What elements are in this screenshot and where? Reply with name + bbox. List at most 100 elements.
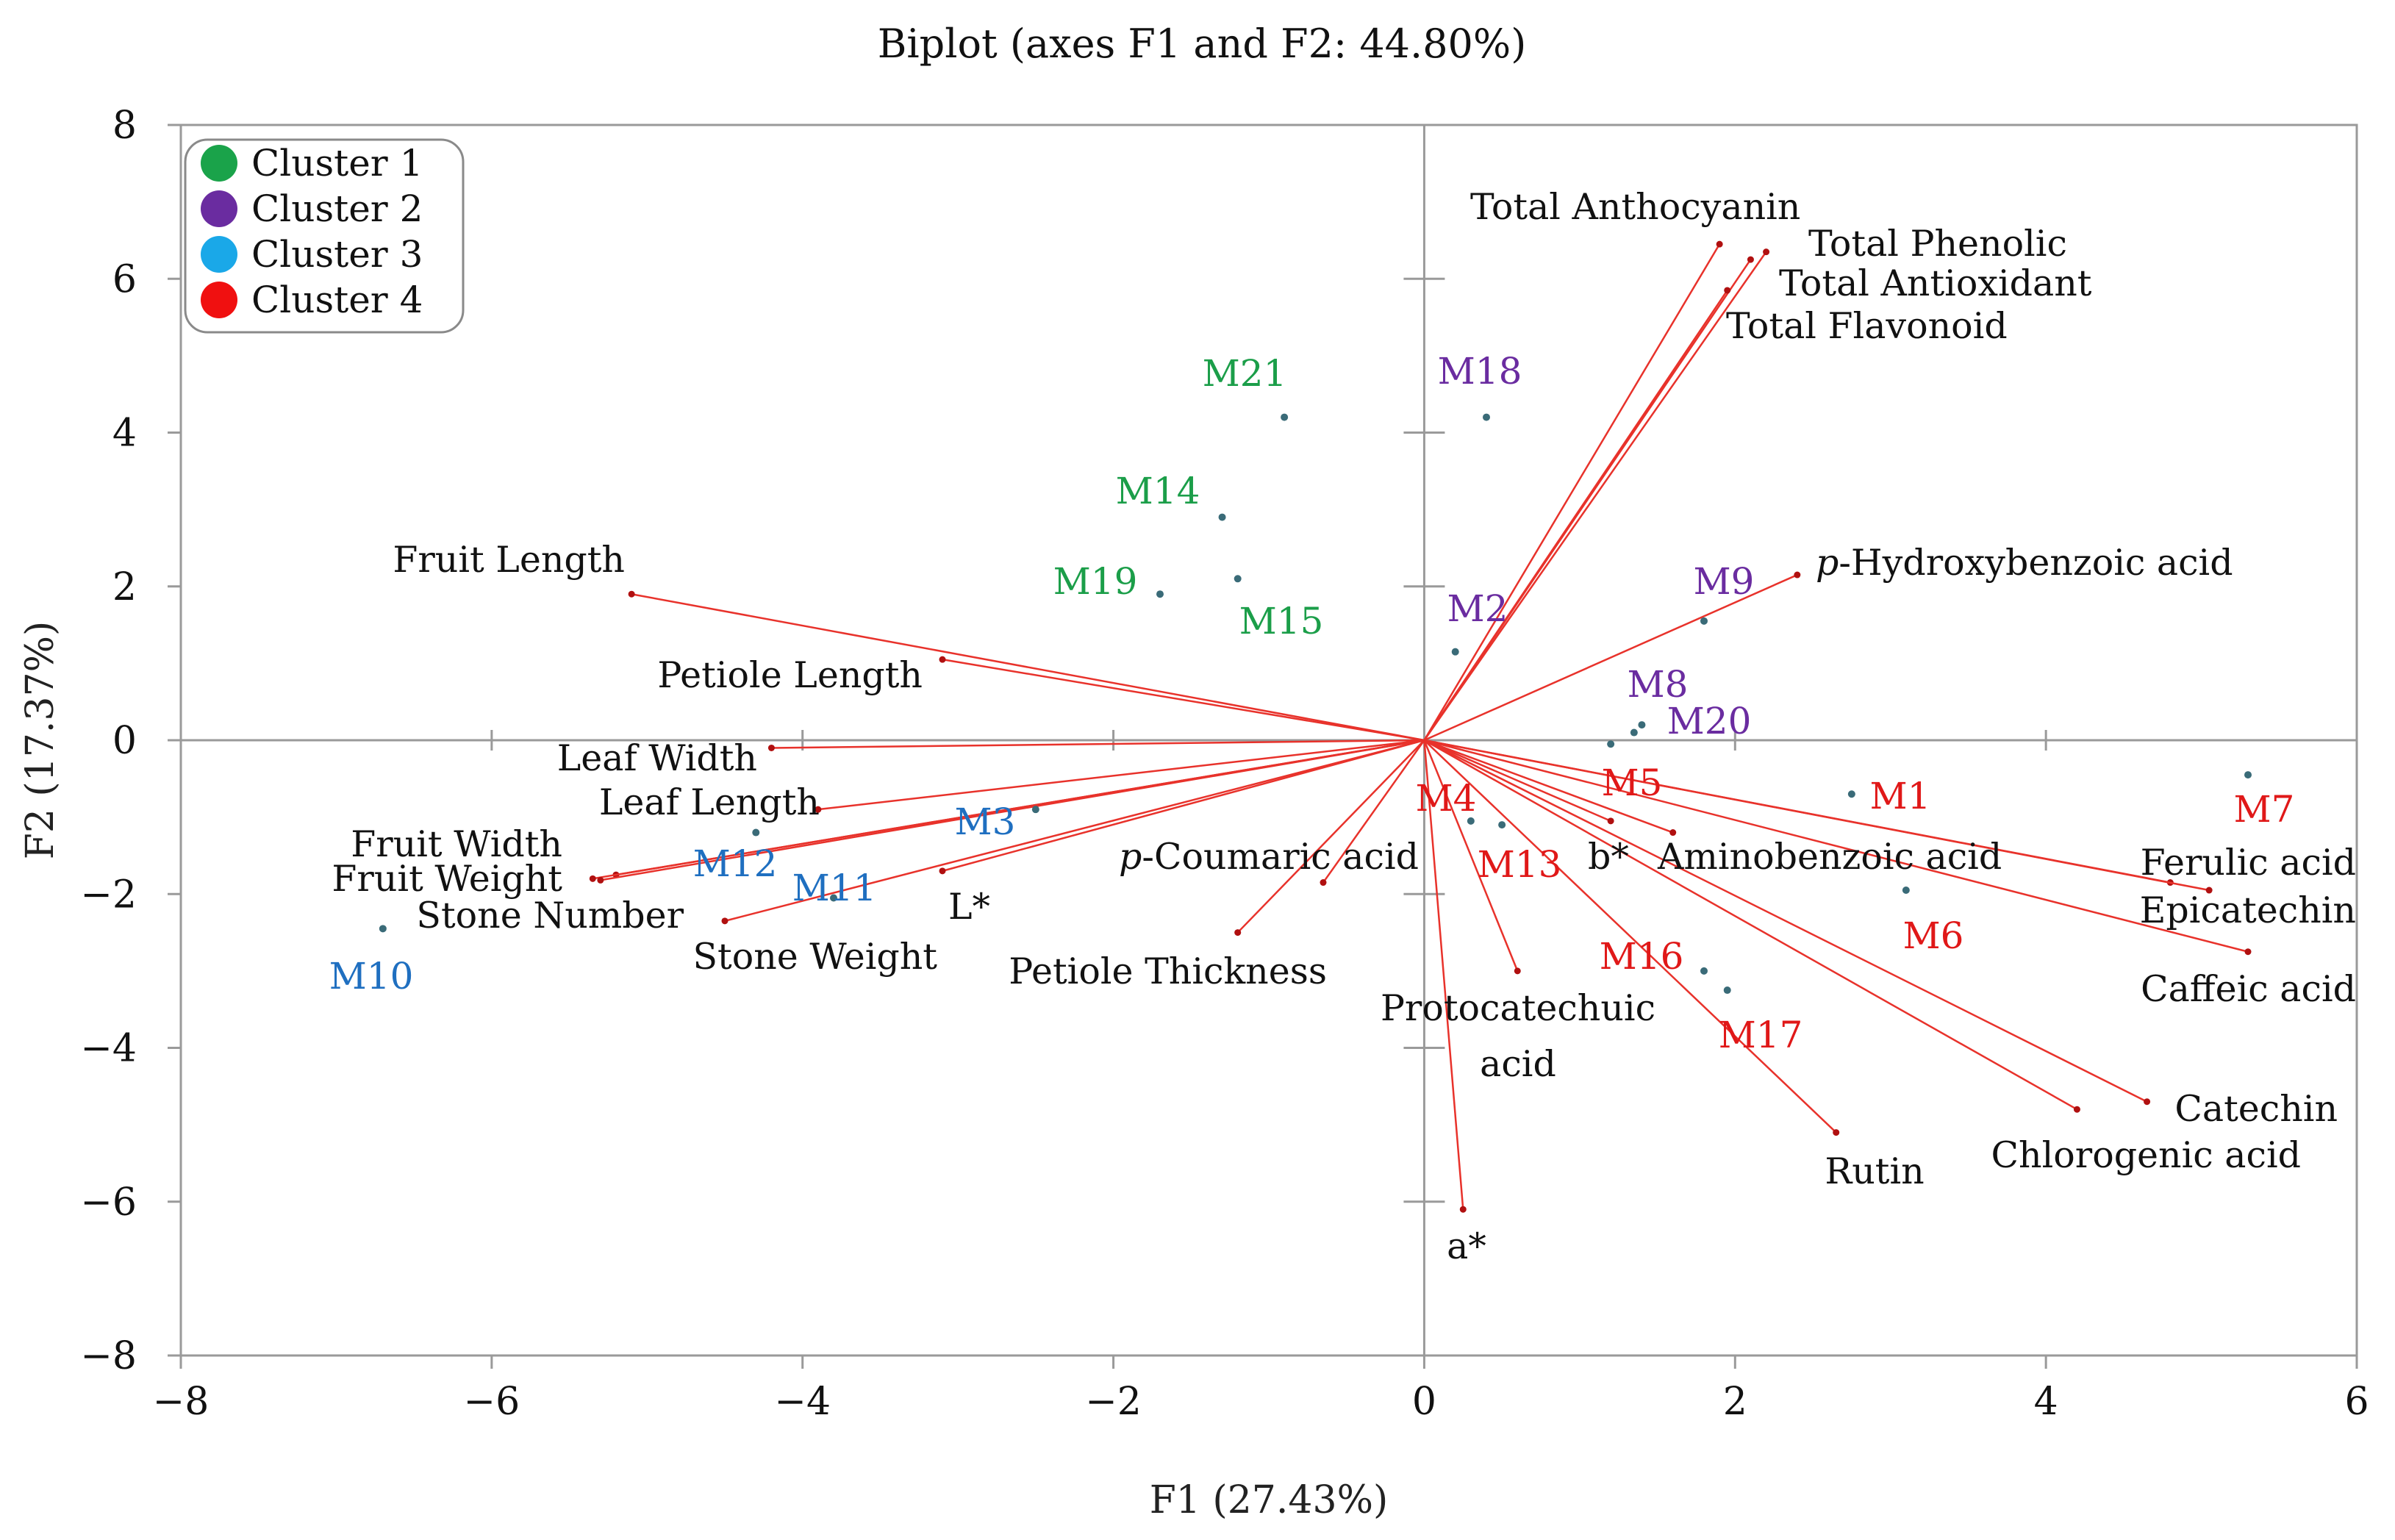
variable-vector — [1236, 739, 1425, 934]
observation-label: M10 — [329, 955, 414, 998]
observation-label: M9 — [1693, 560, 1754, 603]
variable-label: a* — [1447, 1225, 1486, 1267]
x-tick-label: 2 — [1723, 1380, 1747, 1424]
variable-vector-tip — [1794, 571, 1801, 579]
legend-label: Cluster 2 — [251, 187, 423, 230]
x-tick-label: −2 — [1085, 1380, 1142, 1424]
variable-vector-tip — [939, 867, 946, 875]
variable-label: Total Antioxidant — [1779, 262, 2092, 304]
variable-vector-tip — [589, 875, 596, 882]
observation-point — [2244, 771, 2252, 779]
variable-vector — [771, 739, 1425, 749]
y-tick-label: −8 — [80, 1334, 137, 1378]
variable-vector — [1423, 739, 1611, 823]
y-tick-label: 2 — [112, 565, 137, 609]
observation-point — [1218, 513, 1226, 521]
x-tick-label: −8 — [153, 1380, 210, 1424]
observation-point — [379, 925, 387, 933]
variable-label: b* — [1588, 836, 1629, 878]
variable-vector-tip — [1716, 240, 1723, 248]
variable-label: Fruit Weight — [332, 858, 562, 900]
variable-label: Protocatechuic acid — [1381, 987, 1655, 1085]
observation-point — [1847, 790, 1855, 798]
axis-ticks: −8 −6 −4 −2 0 2 4 6 −8 −6 −4 −2 0 2 4 6 8 — [80, 104, 2369, 1424]
y-tick-label: −4 — [80, 1027, 137, 1071]
variable-vector-tip — [628, 590, 635, 598]
observation-label: M12 — [693, 842, 778, 885]
variable-vector-tip — [2205, 887, 2213, 894]
variable-vector-tip — [1459, 1206, 1467, 1213]
observation-label: M7 — [2233, 788, 2294, 831]
x-tick-label: 6 — [2344, 1380, 2369, 1424]
observation-label: M18 — [1438, 350, 1522, 393]
variable-vector-tip — [721, 917, 728, 925]
observation-point — [1156, 590, 1164, 598]
variable-vector-tip — [1833, 1129, 1840, 1136]
variable-vector — [1424, 739, 2249, 953]
x-tick-label: 0 — [1412, 1380, 1436, 1424]
variable-vector — [1423, 243, 1721, 741]
variable-vector-tip — [1514, 967, 1521, 975]
variable-label: Ferulic acid — [2141, 842, 2356, 884]
observation-point — [1700, 967, 1708, 975]
variable-label: Leaf Width — [557, 737, 757, 779]
variable-vector-tip — [767, 744, 775, 751]
y-tick-label: 6 — [112, 257, 137, 301]
observation-point — [752, 828, 760, 837]
variable-label: Fruit Length — [393, 539, 625, 581]
x-tick-label: −4 — [774, 1380, 831, 1424]
legend-marker — [201, 190, 237, 227]
observation-label: M13 — [1478, 843, 1562, 886]
variable-label: Total Phenolic — [1808, 223, 2067, 265]
variable-label: Stone Number — [416, 895, 684, 936]
variable-vector — [1423, 290, 1728, 741]
observation-label: M5 — [1601, 762, 1662, 804]
variable-label: Chlorogenic acid — [1991, 1134, 2301, 1176]
observation-label: M2 — [1447, 587, 1508, 630]
observation-point — [1031, 806, 1039, 814]
y-tick-label: 4 — [112, 412, 137, 456]
variable-vector-tip — [1763, 248, 1770, 256]
variable-vector-tip — [2073, 1106, 2080, 1113]
variable-vector — [600, 739, 1425, 881]
variable-vectors — [589, 240, 2252, 1213]
variable-label: Catechin — [2174, 1088, 2338, 1130]
variable-vector — [724, 739, 1425, 923]
observation-label: M20 — [1667, 700, 1752, 742]
observation-point — [1638, 721, 1646, 729]
observation-label: M17 — [1719, 1014, 1803, 1056]
variable-label: Leaf Length — [599, 781, 820, 823]
variable-vector-tip — [2244, 948, 2252, 956]
variable-vector — [1424, 739, 2210, 892]
observation-label: M3 — [954, 801, 1015, 843]
observation-point — [830, 894, 837, 902]
observation-label: M1 — [1869, 775, 1930, 817]
legend-box — [184, 138, 465, 334]
variable-label: Stone Weight — [692, 936, 937, 978]
x-tick-label: 4 — [2034, 1380, 2058, 1424]
variable-vector-tip — [815, 806, 822, 813]
legend-marker — [201, 236, 237, 273]
variable-label: Total Anthocyanin — [1470, 186, 1800, 228]
observation-point — [1467, 817, 1475, 825]
observation-point — [1234, 575, 1242, 583]
observation-point — [1607, 740, 1615, 748]
legend-marker — [201, 145, 237, 182]
observation-label: M14 — [1116, 470, 1200, 512]
observation-point — [1630, 728, 1638, 737]
observation-label: M15 — [1239, 600, 1324, 642]
observation-label: M19 — [1053, 560, 1138, 603]
observation-label: M16 — [1600, 935, 1684, 978]
variable-label: Fruit Width — [351, 823, 562, 865]
variable-label: Caffeic acid — [2141, 968, 2356, 1010]
variable-vector-tip — [1669, 829, 1677, 837]
observation-point — [1451, 648, 1459, 656]
variable-vector — [1423, 739, 1674, 834]
variable-vector-tip — [939, 656, 946, 663]
y-tick-label: −6 — [80, 1181, 137, 1225]
variable-vector — [942, 739, 1425, 873]
